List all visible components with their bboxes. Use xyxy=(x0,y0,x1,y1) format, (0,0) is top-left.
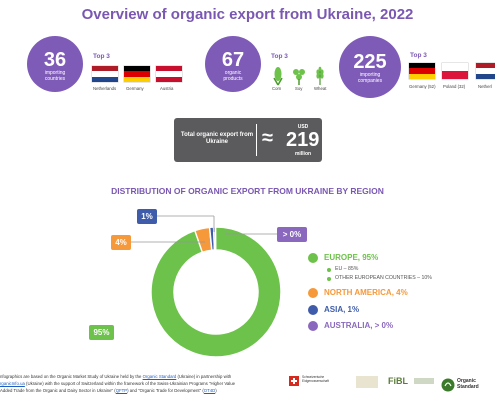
netherlands-flag-icon xyxy=(476,63,495,79)
approx-sign: ≈ xyxy=(262,127,273,149)
top3-label-countries: Top 3 xyxy=(93,53,110,60)
country-label: Germany xyxy=(126,86,144,91)
wheat-icon xyxy=(316,66,324,85)
organic-standard-logo: Organic Standard xyxy=(457,378,479,390)
callout-north-america: 4% xyxy=(111,235,131,250)
total-export-value: 219 xyxy=(286,129,320,151)
product-label: Corn xyxy=(272,86,282,91)
country-label: Netherlands xyxy=(93,86,117,91)
unit-label: million xyxy=(294,151,312,157)
fibl-logo: FiBL xyxy=(388,376,408,386)
donut-slice-asia xyxy=(208,226,216,252)
divider xyxy=(256,124,257,156)
ot4d-link[interactable]: OT4D xyxy=(203,388,216,393)
soy-icon xyxy=(293,69,305,85)
importing-companies-circle: 225 importing companies xyxy=(339,36,401,98)
footer-credits: nfographics are based on the Organic Mar… xyxy=(0,373,284,394)
callout-asia: 1% xyxy=(137,209,157,224)
total-export-box: Total organic export from Ukraine ≈ USD … xyxy=(174,118,322,162)
product-label: Wheat xyxy=(314,86,327,91)
importing-countries-label: importing countries xyxy=(44,70,66,82)
partner-logo xyxy=(414,378,434,384)
corn-icon xyxy=(273,67,283,86)
legend-swatch-europe xyxy=(308,253,318,263)
page-title: Overview of organic export from Ukraine,… xyxy=(81,6,414,23)
legend-sub-eu: EU – 85% xyxy=(335,266,359,272)
callout-europe: 95% xyxy=(89,325,114,340)
distribution-title: DISTRIBUTION OF ORGANIC EXPORT FROM UKRA… xyxy=(111,186,384,196)
country-label: Poland (32) xyxy=(443,84,466,89)
swiss-confederation-logo: Schweizerische Eidgenossenschaft xyxy=(302,375,329,383)
currency-label: USD xyxy=(297,124,309,130)
total-export-label: Total organic export from Ukraine xyxy=(180,132,254,145)
footer-text-6: ) xyxy=(215,388,217,393)
country-label: Austria xyxy=(160,86,174,91)
donut-slice-europe xyxy=(150,226,282,358)
organic-products-value: 67 xyxy=(221,49,245,71)
legend-subbullet xyxy=(327,268,331,272)
netherlands-flag-icon xyxy=(92,66,118,82)
donut-slice-australia xyxy=(212,226,217,251)
product-label: Soy xyxy=(295,86,303,91)
legend-label-north-america: NORTH AMERICA, 4% xyxy=(324,288,408,297)
swiss-cross-icon xyxy=(289,376,299,386)
importing-companies-label: importing companies xyxy=(357,72,383,84)
importing-companies-value: 225 xyxy=(353,51,387,73)
organic-standard-link[interactable]: Organic Standard xyxy=(142,374,177,379)
top3-label-companies: Top 3 xyxy=(410,52,427,59)
germany-flag-icon xyxy=(124,66,150,82)
legend-sub-other-europe: OTHER EUROPEAN COUNTRIES – 10% xyxy=(335,275,432,281)
callout-australia: > 0% xyxy=(277,227,307,242)
top3-label-products: Top 3 xyxy=(271,53,288,60)
legend-swatch-north-america xyxy=(308,288,318,298)
footer-text-1: nfographics are based on the Organic Mar… xyxy=(0,374,143,379)
legend-subbullet xyxy=(327,277,331,281)
country-label: Netherl xyxy=(478,84,492,89)
footer-text-4: Added Trade from the Organic and Dairy S… xyxy=(0,388,116,393)
qftp-link[interactable]: QFTP xyxy=(115,388,128,393)
legend-swatch-australia xyxy=(308,321,318,331)
footer-text-3: (Ukraine) with the support of Switzerlan… xyxy=(24,381,236,386)
legend-label-australia: AUSTRALIA, > 0% xyxy=(324,321,394,330)
austria-flag-icon xyxy=(156,66,182,82)
importing-countries-circle: 36 importing countries xyxy=(27,36,83,92)
legend-label-europe: EUROPE, 95% xyxy=(324,253,379,262)
footer-text-2: (Ukraine) in partnership with xyxy=(176,374,232,379)
footer-text-5: ) and "Organic Trade for Development" ( xyxy=(127,388,204,393)
donut-slice-north-america xyxy=(192,226,213,254)
importing-countries-value: 36 xyxy=(43,49,67,71)
partner-logo xyxy=(356,376,378,388)
germany-flag-icon xyxy=(409,63,435,79)
organic-products-circle: 67 organic products xyxy=(205,36,261,92)
organic-products-label: organic products xyxy=(223,70,243,82)
poland-flag-icon xyxy=(442,63,468,79)
country-label: Germany (52) xyxy=(409,84,436,89)
organicinfo-link[interactable]: rganicInfo.ua xyxy=(0,381,25,386)
organic-standard-logo-icon xyxy=(441,378,455,392)
legend-label-asia: ASIA, 1% xyxy=(324,305,360,314)
legend-swatch-asia xyxy=(308,305,318,315)
